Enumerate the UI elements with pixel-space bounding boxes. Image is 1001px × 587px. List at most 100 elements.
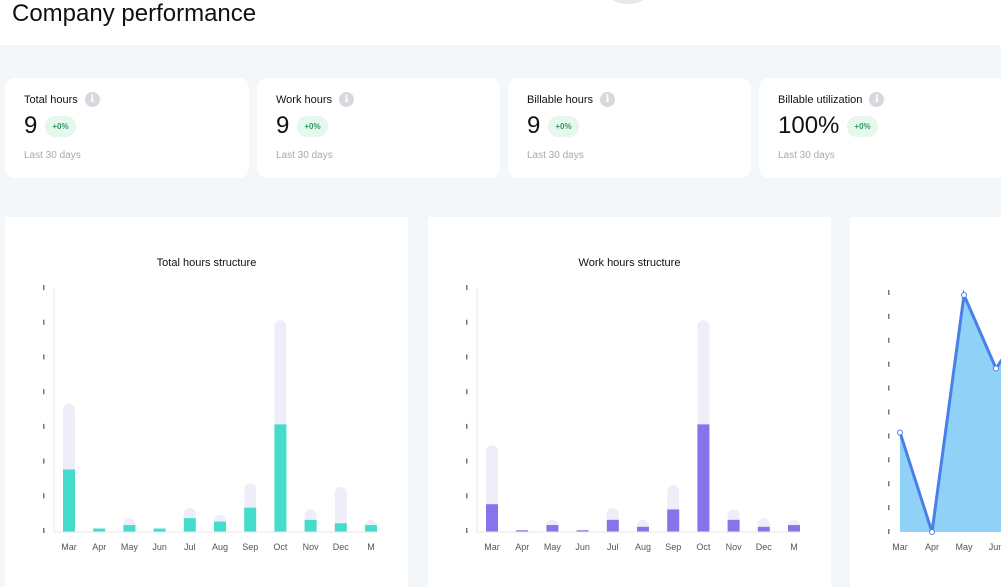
bar[interactable] xyxy=(304,519,317,532)
stat-value-row: 9 +0% xyxy=(527,112,579,140)
stat-value: 9 xyxy=(527,112,541,139)
x-tick-label: M xyxy=(367,542,375,552)
x-tick-label: Sep xyxy=(242,542,258,552)
x-tick-label: Sep xyxy=(665,542,681,552)
bar[interactable] xyxy=(123,525,136,532)
y-tick-mark xyxy=(466,493,468,499)
bar[interactable] xyxy=(727,519,740,532)
bar[interactable] xyxy=(365,525,377,532)
y-tick-mark xyxy=(43,389,45,395)
y-tick-mark xyxy=(43,423,45,429)
x-tick-label: Oct xyxy=(273,542,288,552)
stat-value: 9 xyxy=(276,112,290,139)
area-point[interactable] xyxy=(929,529,935,535)
stat-card-total-hours: Total hours i 9 +0% Last 30 days xyxy=(5,78,249,178)
area-point[interactable] xyxy=(897,429,903,436)
x-tick-label: Dec xyxy=(756,542,773,552)
x-tick-label: Apr xyxy=(92,542,106,552)
y-tick-mark xyxy=(888,457,890,463)
info-icon[interactable]: i xyxy=(84,92,100,107)
bar[interactable] xyxy=(334,523,347,532)
y-tick-mark xyxy=(43,285,45,290)
area-point[interactable] xyxy=(961,292,967,298)
bar[interactable] xyxy=(667,509,680,532)
bar[interactable] xyxy=(214,521,226,532)
stat-value: 100% xyxy=(778,112,840,139)
stat-card-billable-utilization: Billable utilization i 100% +0% Last 30 … xyxy=(759,78,1001,178)
stat-label-row: Billable utilization i xyxy=(778,92,885,107)
stat-label: Billable utilization xyxy=(778,93,863,106)
stat-value-row: 9 +0% xyxy=(24,112,76,140)
y-tick-mark xyxy=(466,354,468,360)
change-badge: +0% xyxy=(548,115,579,137)
y-tick-mark xyxy=(43,493,45,499)
x-tick-label: M xyxy=(790,542,798,552)
y-tick-mark xyxy=(466,528,468,533)
stat-label-row: Work hours i xyxy=(276,92,355,107)
x-tick-label: Nov xyxy=(726,542,743,552)
bar[interactable] xyxy=(93,528,106,532)
stat-label-row: Billable hours i xyxy=(527,92,616,107)
stat-label: Total hours xyxy=(24,93,78,106)
bar-track[interactable] xyxy=(334,486,347,532)
change-badge: +0% xyxy=(45,115,76,137)
info-icon[interactable]: i xyxy=(600,92,616,107)
bar[interactable] xyxy=(486,504,498,532)
billable-area-chart: Mar Apr May Jun xyxy=(888,289,1001,552)
y-tick-mark xyxy=(888,529,890,534)
bar[interactable] xyxy=(274,424,287,532)
y-tick-mark xyxy=(43,458,45,464)
bar[interactable] xyxy=(576,530,589,532)
stat-card-work-hours: Work hours i 9 +0% Last 30 days xyxy=(257,78,500,178)
bar[interactable] xyxy=(606,519,619,532)
y-tick-mark xyxy=(888,337,890,343)
x-tick-label: Mar xyxy=(892,542,908,552)
x-tick-label: Jul xyxy=(607,542,619,552)
x-tick-label: Jul xyxy=(184,542,196,552)
stat-period: Last 30 days xyxy=(778,150,835,161)
bar[interactable] xyxy=(697,424,710,532)
x-tick-label: Jun xyxy=(575,542,590,552)
x-tick-label: Apr xyxy=(925,542,939,552)
x-tick-label: Aug xyxy=(212,542,228,552)
stat-value-row: 9 +0% xyxy=(276,112,328,140)
stat-value-row: 100% +0% xyxy=(778,112,878,140)
info-icon[interactable]: i xyxy=(339,92,355,107)
stat-label: Work hours xyxy=(276,93,333,106)
y-tick-mark xyxy=(888,313,890,319)
user-avatar[interactable] xyxy=(610,0,646,4)
x-tick-label: Oct xyxy=(696,542,711,552)
y-tick-mark xyxy=(888,433,890,439)
stat-card-billable-hours: Billable hours i 9 +0% Last 30 days xyxy=(508,78,751,178)
y-tick-mark xyxy=(888,361,890,367)
bar[interactable] xyxy=(244,507,257,532)
change-badge: +0% xyxy=(297,115,328,137)
bar[interactable] xyxy=(153,528,166,532)
y-tick-mark xyxy=(888,409,890,415)
stat-period: Last 30 days xyxy=(527,150,584,161)
bar[interactable] xyxy=(183,518,196,532)
y-tick-mark xyxy=(466,319,468,325)
bar[interactable] xyxy=(757,526,770,532)
x-tick-label: Aug xyxy=(635,542,651,552)
chart-card-billable: Mar Apr May Jun xyxy=(850,217,1001,587)
stat-value: 9 xyxy=(24,112,38,139)
bar[interactable] xyxy=(546,525,559,532)
bar[interactable] xyxy=(788,525,800,532)
header: Company performance xyxy=(0,0,1001,45)
x-tick-label: May xyxy=(121,542,139,552)
x-tick-label: May xyxy=(955,542,973,552)
y-tick-mark xyxy=(43,354,45,360)
area-point[interactable] xyxy=(993,365,999,372)
stat-label-row: Total hours i xyxy=(24,92,100,107)
bar[interactable] xyxy=(516,530,529,532)
stat-period: Last 30 days xyxy=(24,150,81,161)
area-fill xyxy=(900,295,1001,532)
y-tick-mark xyxy=(466,458,468,464)
bar[interactable] xyxy=(637,526,649,532)
x-tick-label: May xyxy=(544,542,562,552)
x-tick-label: Jun xyxy=(989,542,1001,552)
bar[interactable] xyxy=(63,469,75,532)
x-tick-label: Apr xyxy=(515,542,529,552)
info-icon[interactable]: i xyxy=(869,92,885,107)
